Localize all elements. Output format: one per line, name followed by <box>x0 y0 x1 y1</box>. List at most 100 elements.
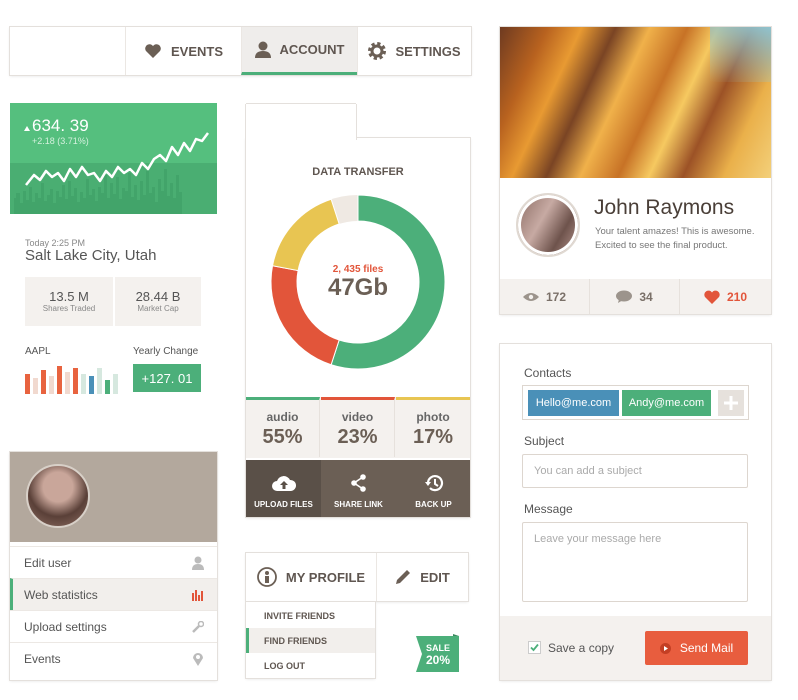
transfer-stat: video 23% <box>321 397 395 457</box>
likes-count: 210 <box>726 289 748 304</box>
transfer-title: DATA TRANSFER <box>312 166 404 178</box>
donut-segment <box>330 194 446 370</box>
history-icon <box>425 475 444 492</box>
views-count: 172 <box>545 289 567 304</box>
stats-icon <box>192 590 203 601</box>
subject-input[interactable]: You can add a subject <box>522 454 748 488</box>
yearly-value: +127. 01 <box>133 364 201 392</box>
tab-label: SETTINGS <box>395 43 461 59</box>
profile-bio: Excited to see the final product. <box>595 240 728 251</box>
action-label: SHARE LINK <box>334 500 383 509</box>
menu-item[interactable]: Edit user <box>10 546 217 578</box>
send-label: Send Mail <box>679 641 734 655</box>
message-input[interactable]: Leave your message here <box>522 522 748 602</box>
cap-box: 28.44 B Market Cap <box>115 277 201 326</box>
menu-item[interactable]: Web statistics <box>10 578 217 610</box>
menu-item[interactable]: Events <box>10 642 217 674</box>
stock-chart: 634. 39 +2.18 (3.71%) <box>10 103 217 214</box>
transfer-stats: audio 55% video 23% photo 17% <box>246 397 470 458</box>
stock-price: 634. 39 <box>32 116 89 135</box>
dropdown-item[interactable]: INVITE FRIENDS <box>264 610 336 621</box>
tab-account[interactable]: ACCOUNT <box>241 27 357 75</box>
profile-tabs: MY PROFILE EDIT <box>246 553 468 601</box>
stock-change: +2.18 (3.71%) <box>32 136 89 146</box>
cap-label: Market Cap <box>137 304 179 313</box>
contact-tag[interactable]: Hello@me.com <box>528 390 619 416</box>
tab-label: ACCOUNT <box>279 42 345 57</box>
dropdown-item[interactable]: LOG OUT <box>264 660 305 671</box>
profile-bio: Your talent amazes! This is awesome. <box>595 226 755 237</box>
shares-label: Shares Traded <box>42 304 96 313</box>
cover-sky <box>710 27 771 82</box>
tab-my-profile[interactable]: MY PROFILE <box>246 553 376 601</box>
sparkline <box>14 126 209 214</box>
cap-value: 28.44 B <box>135 289 181 304</box>
profile-card: John Raymons Your talent amazes! This is… <box>500 27 771 314</box>
shares-value: 13.5 M <box>49 289 89 304</box>
transfer-files: 2, 435 files <box>332 264 384 275</box>
user-icon <box>254 41 271 58</box>
pin-icon <box>193 653 203 666</box>
comment-icon <box>616 290 633 303</box>
shares-box: 13.5 M Shares Traded <box>25 277 113 326</box>
sale-label: SALE <box>425 643 450 653</box>
profile-name: John Raymons <box>594 196 735 219</box>
yearly-label: Yearly Change <box>133 346 199 357</box>
send-button[interactable]: Send Mail <box>645 631 748 665</box>
heart-icon <box>145 44 161 58</box>
cover-image <box>500 27 771 178</box>
user-icon <box>192 556 204 570</box>
stat-name: video <box>341 410 374 424</box>
user-menu-header <box>10 452 217 542</box>
stock-city: Salt Lake City, Utah <box>25 247 157 264</box>
share-icon <box>351 474 366 492</box>
menu-label: Events <box>24 651 61 666</box>
message-label: Message <box>524 502 573 516</box>
action-label: BACK UP <box>415 500 452 509</box>
profile-stats: 172 34 210 <box>500 279 771 314</box>
dropdown-item[interactable]: FIND FRIENDS <box>246 628 375 653</box>
stat-value: 17% <box>412 426 454 448</box>
pencil-icon <box>396 570 411 584</box>
menu-item[interactable]: Upload settings <box>10 610 217 642</box>
wrench-icon <box>192 621 204 633</box>
transfer-actions: UPLOAD FILES SHARE LINK BACK UP <box>246 460 470 517</box>
action-upload[interactable]: UPLOAD FILES <box>246 460 321 517</box>
tab-label: MY PROFILE <box>285 569 366 585</box>
user-menu: Edit user Web statistics Upload settings… <box>10 452 217 680</box>
contacts-field[interactable]: Hello@me.com Andy@me.com <box>522 385 749 420</box>
person-icon <box>256 567 277 587</box>
checkbox[interactable] <box>528 641 541 654</box>
action-label: UPLOAD FILES <box>254 500 313 509</box>
stock-symbol: AAPL <box>25 346 51 357</box>
nav-tabs: EVENTS ACCOUNT SETTINGS <box>10 27 471 75</box>
tab-edit[interactable]: EDIT <box>376 553 468 601</box>
menu-label: Edit user <box>24 555 72 570</box>
stock-time: Today 2:25 PM <box>25 238 86 248</box>
transfer-stat: audio 55% <box>246 397 320 457</box>
contact-tag[interactable]: Andy@me.com <box>622 390 711 416</box>
stat-name: audio <box>266 410 299 424</box>
tab-label: EVENTS <box>170 43 223 59</box>
add-button[interactable] <box>718 390 744 416</box>
likes[interactable]: 210 <box>680 279 771 314</box>
stat-name: photo <box>416 410 450 424</box>
sale-value: 20% <box>425 653 451 667</box>
views: 172 <box>500 279 590 314</box>
stat-value: 55% <box>262 426 303 448</box>
action-share[interactable]: SHARE LINK <box>321 460 396 517</box>
tab-settings[interactable]: SETTINGS <box>357 27 471 75</box>
tab-label: EDIT <box>420 569 450 585</box>
eye-icon <box>522 292 539 301</box>
play-icon <box>659 642 671 654</box>
donut-chart <box>270 194 446 370</box>
mini-bars <box>25 366 118 394</box>
action-backup[interactable]: BACK UP <box>396 460 471 517</box>
comments-count: 34 <box>639 289 653 304</box>
cloud-icon <box>272 476 296 491</box>
tab-events[interactable]: EVENTS <box>125 27 241 75</box>
subject-label: Subject <box>524 434 565 448</box>
transfer-card: DATA TRANSFER 2, 435 files 47Gb audio 55%… <box>246 104 470 517</box>
transfer-stat: photo 17% <box>396 397 470 457</box>
